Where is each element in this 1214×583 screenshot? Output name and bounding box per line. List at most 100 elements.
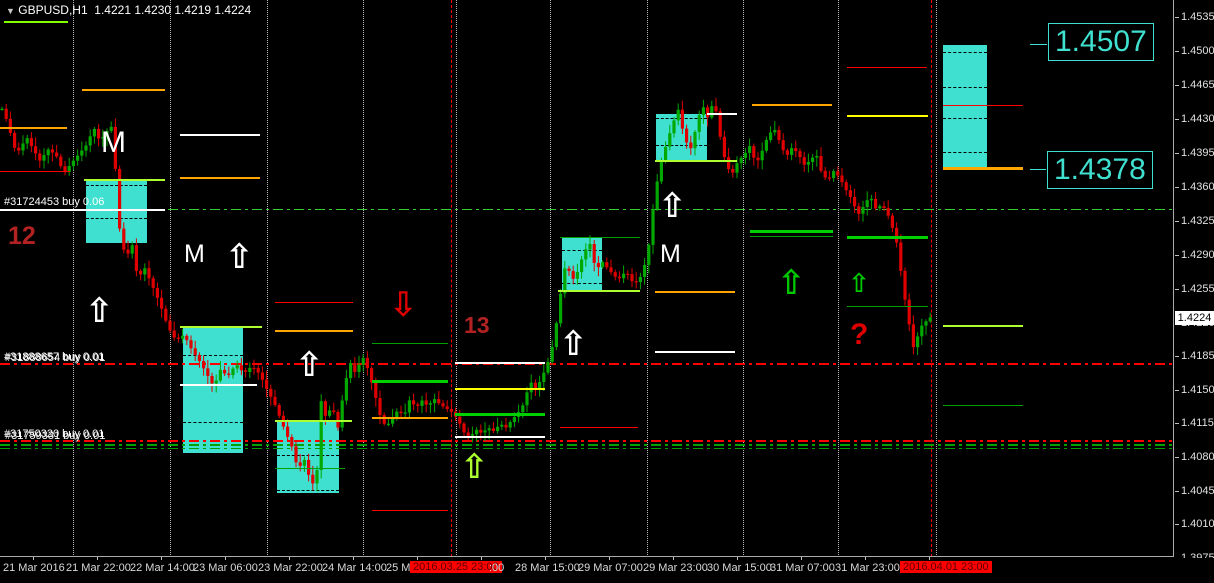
price-tick-label: 1.4395 <box>1181 147 1214 159</box>
target-price-label[interactable]: 1.4378 <box>1047 151 1153 189</box>
zone-inner-dash <box>943 152 987 153</box>
level-segment[interactable] <box>180 326 262 328</box>
level-segment[interactable] <box>84 179 165 181</box>
annotation-text[interactable]: M <box>184 240 205 268</box>
price-tick-mark <box>1175 289 1179 290</box>
time-tick-mark <box>929 557 930 560</box>
level-segment[interactable] <box>1030 169 1046 170</box>
level-segment[interactable] <box>750 230 833 233</box>
level-segment[interactable] <box>275 420 352 422</box>
level-segment[interactable] <box>655 351 735 353</box>
time-tick-mark <box>225 557 226 560</box>
level-segment[interactable] <box>0 171 70 172</box>
annotation-text[interactable]: M <box>101 126 126 159</box>
price-tick-label: 1.4535 <box>1181 11 1214 23</box>
zone-inner-dash <box>562 283 602 284</box>
up-arrow-marker[interactable]: ⇧ <box>460 447 489 487</box>
level-segment[interactable] <box>558 290 640 292</box>
chart-area[interactable]: ⇧ ⇧ ⇧ ⇧ ⇧ ⇩ ⇧ ⇧ ⇧ M M M 12 13? #31724453 buy 0.06 #3188… <box>0 0 1174 557</box>
up-arrow-marker[interactable]: ⇧ <box>85 291 114 331</box>
level-segment[interactable] <box>752 104 832 106</box>
up-arrow-marker[interactable]: ⇧ <box>848 269 870 299</box>
time-tick-label: 23 Mar 22:00 <box>258 562 323 574</box>
level-segment[interactable] <box>847 236 928 239</box>
price-tick-mark <box>1175 17 1179 18</box>
level-segment[interactable] <box>0 209 165 211</box>
down-arrow-marker[interactable]: ⇩ <box>389 285 418 325</box>
horizontal-level-line[interactable] <box>0 448 1174 449</box>
time-axis[interactable]: 21 Mar 2016 21 Mar 22:00 22 Mar 14:00 23 Ma… <box>0 557 1214 583</box>
up-arrow-marker[interactable]: ⇧ <box>777 263 806 303</box>
time-tick-label: 31 Mar 07:00 <box>770 562 835 574</box>
order-label: #31759331 buy 0.01 <box>5 430 106 442</box>
horizontal-level-line[interactable] <box>0 440 1172 442</box>
level-segment[interactable] <box>707 113 737 115</box>
target-price-label[interactable]: 1.4507 <box>1048 23 1154 61</box>
level-segment[interactable] <box>372 510 448 511</box>
level-segment[interactable] <box>455 362 545 364</box>
event-vertical-line <box>451 0 452 557</box>
horizontal-level-line[interactable] <box>0 209 1174 210</box>
level-segment[interactable] <box>372 417 448 419</box>
level-segment[interactable] <box>750 236 833 237</box>
level-segment[interactable] <box>275 468 345 469</box>
level-segment[interactable] <box>560 427 638 428</box>
zone-inner-dash <box>943 87 987 88</box>
level-segment[interactable] <box>847 115 928 117</box>
price-tick-label: 1.4430 <box>1181 113 1214 125</box>
time-tick-label: 25 Ma <box>386 562 417 574</box>
price-tick-mark <box>1175 524 1179 525</box>
level-segment[interactable] <box>455 436 545 438</box>
level-segment[interactable] <box>560 237 640 238</box>
level-segment[interactable] <box>82 89 165 91</box>
period-separator-line <box>267 0 268 557</box>
annotation-text[interactable]: M <box>660 240 681 268</box>
level-segment[interactable] <box>943 325 1023 327</box>
level-segment[interactable] <box>275 302 353 303</box>
horizontal-level-line[interactable] <box>0 444 1172 446</box>
symbol-dropdown-icon[interactable]: ▼ <box>6 6 15 16</box>
horizontal-level-line[interactable] <box>0 363 1172 365</box>
level-segment[interactable] <box>180 134 260 136</box>
price-tick-mark <box>1175 187 1179 188</box>
level-segment[interactable] <box>275 330 353 332</box>
level-segment[interactable] <box>372 343 448 344</box>
price-tick-label: 1.4010 <box>1181 518 1214 530</box>
highlight-zone-rect[interactable] <box>183 328 243 453</box>
level-segment[interactable] <box>847 306 928 307</box>
up-arrow-marker[interactable]: ⇧ <box>559 324 588 364</box>
zone-inner-dash <box>562 250 602 251</box>
level-segment[interactable] <box>1030 44 1047 45</box>
price-axis[interactable]: 1.4535 1.4500 1.4465 1.4430 1.4395 1.4360 1.43… <box>1175 0 1214 583</box>
price-tick-mark <box>1175 221 1179 222</box>
price-tick-label: 1.4290 <box>1181 249 1214 261</box>
time-tick-label: 2016.03.25 23:00 <box>410 561 502 573</box>
price-tick-label: 1.4325 <box>1181 215 1214 227</box>
level-segment[interactable] <box>455 388 545 390</box>
level-segment[interactable] <box>943 167 1023 170</box>
up-arrow-marker[interactable]: ⇧ <box>295 345 324 385</box>
level-segment[interactable] <box>943 105 1023 106</box>
up-arrow-marker[interactable]: ⇧ <box>225 237 254 277</box>
level-segment[interactable] <box>847 67 927 68</box>
level-segment[interactable] <box>0 127 67 129</box>
level-segment[interactable] <box>655 291 735 293</box>
time-tick-mark <box>417 557 418 560</box>
time-tick-label: 21 Mar 22:00 <box>66 562 131 574</box>
time-tick-label: 28 Mar 15:00 <box>515 562 580 574</box>
zone-inner-dash <box>656 145 707 146</box>
annotation-text[interactable]: ? <box>850 318 869 351</box>
highlight-zone-rect[interactable] <box>943 45 987 167</box>
level-segment[interactable] <box>180 384 257 386</box>
level-segment[interactable] <box>455 413 545 416</box>
time-tick-label: 29 Mar 07:00 <box>578 562 643 574</box>
order-label: #31888654 buy 0.01 <box>5 352 106 364</box>
up-arrow-marker[interactable]: ⇧ <box>658 186 687 226</box>
annotation-text[interactable]: 12 <box>8 222 36 250</box>
level-segment[interactable] <box>372 380 448 383</box>
annotation-text[interactable]: 13 <box>464 312 490 338</box>
highlight-zone-rect[interactable] <box>86 180 147 243</box>
level-segment[interactable] <box>943 405 1023 406</box>
level-segment[interactable] <box>180 177 260 179</box>
level-segment[interactable] <box>655 160 737 162</box>
